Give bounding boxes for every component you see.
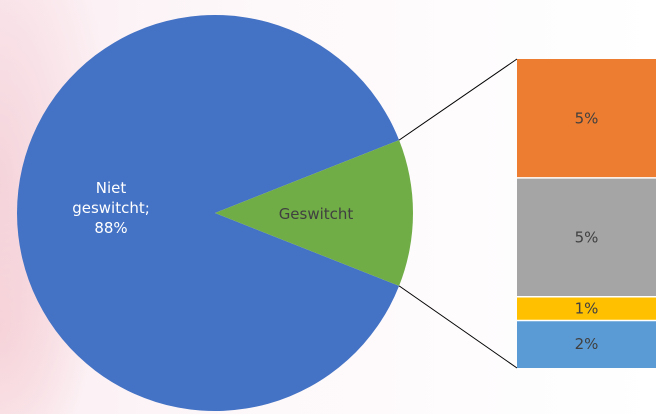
- breakdown-label-2: 5%: [575, 228, 599, 246]
- breakdown-label-3: 1%: [575, 300, 599, 318]
- pie-slice-niet-geswitcht: [17, 15, 400, 411]
- connector-line-top: [398, 58, 518, 141]
- pie-label-geswitcht: Geswitcht: [279, 205, 354, 223]
- breakdown-label-4: 2%: [575, 335, 599, 353]
- breakdown-segment-3: [517, 296, 656, 321]
- pie-slices: [17, 15, 413, 411]
- breakdown-segment-2: [517, 177, 656, 297]
- connector-lines: [398, 58, 518, 369]
- pie-label-niet-geswitcht: Niet geswitcht; 88%: [72, 179, 150, 237]
- breakdown-label-1: 5%: [575, 109, 599, 127]
- connector-line-bottom: [398, 285, 518, 369]
- pie-slice-geswitcht: [215, 140, 413, 286]
- breakdown-bar: [517, 59, 656, 368]
- breakdown-segment-1: [517, 59, 656, 178]
- breakdown-segment-4: [517, 320, 656, 368]
- data-labels: 5% 5% 1% 2% Niet geswitcht; 88% Geswitcht: [72, 109, 598, 353]
